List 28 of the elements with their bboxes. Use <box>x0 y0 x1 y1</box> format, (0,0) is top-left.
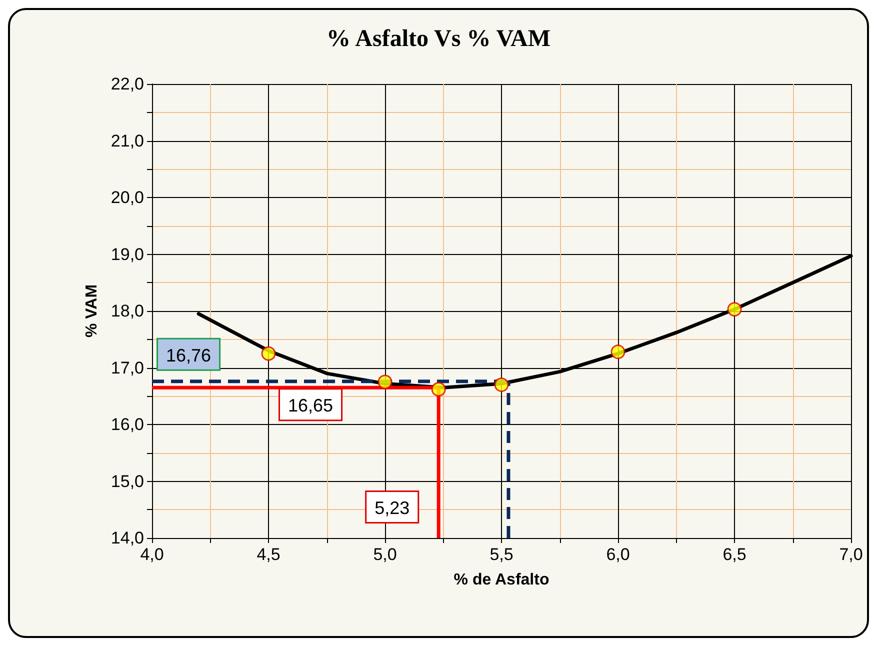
ref-line-label: 16,65 <box>288 396 334 416</box>
chart-title: % Asfalto Vs % VAM <box>326 26 551 52</box>
y-tick-label: 21,0 <box>110 131 144 150</box>
x-tick-label: 4,5 <box>256 545 280 564</box>
point <box>494 378 509 392</box>
x-tick-label: 7,0 <box>839 545 863 564</box>
y-tick-label: 16,0 <box>110 415 144 434</box>
y-tick-label: 15,0 <box>110 472 144 491</box>
x-tick-label: 6,0 <box>606 545 630 564</box>
y-tick-label: 19,0 <box>110 244 144 264</box>
y-tick-label: 14,0 <box>110 528 144 548</box>
y-tick-label: 20,0 <box>110 188 144 207</box>
y-axis-title: % VAM <box>84 284 100 338</box>
x-axis-title: % de Asfalto <box>454 572 550 588</box>
y-tick-label: 17,0 <box>110 358 144 378</box>
y-tick-label: 18,0 <box>110 302 144 320</box>
x-tick-label: 5,0 <box>373 545 397 564</box>
point <box>378 374 392 390</box>
x-tick-label: 5,5 <box>490 545 514 564</box>
point <box>431 382 446 397</box>
point <box>610 344 626 360</box>
x-tick-label: 6,5 <box>722 545 746 564</box>
ref-line-label: 16,76 <box>166 345 212 366</box>
point <box>727 302 742 317</box>
point <box>261 346 276 361</box>
x-tick-label: 4,0 <box>140 545 164 564</box>
y-tick-label: 22,0 <box>110 74 144 94</box>
ref-line-label: 5,23 <box>374 498 410 518</box>
